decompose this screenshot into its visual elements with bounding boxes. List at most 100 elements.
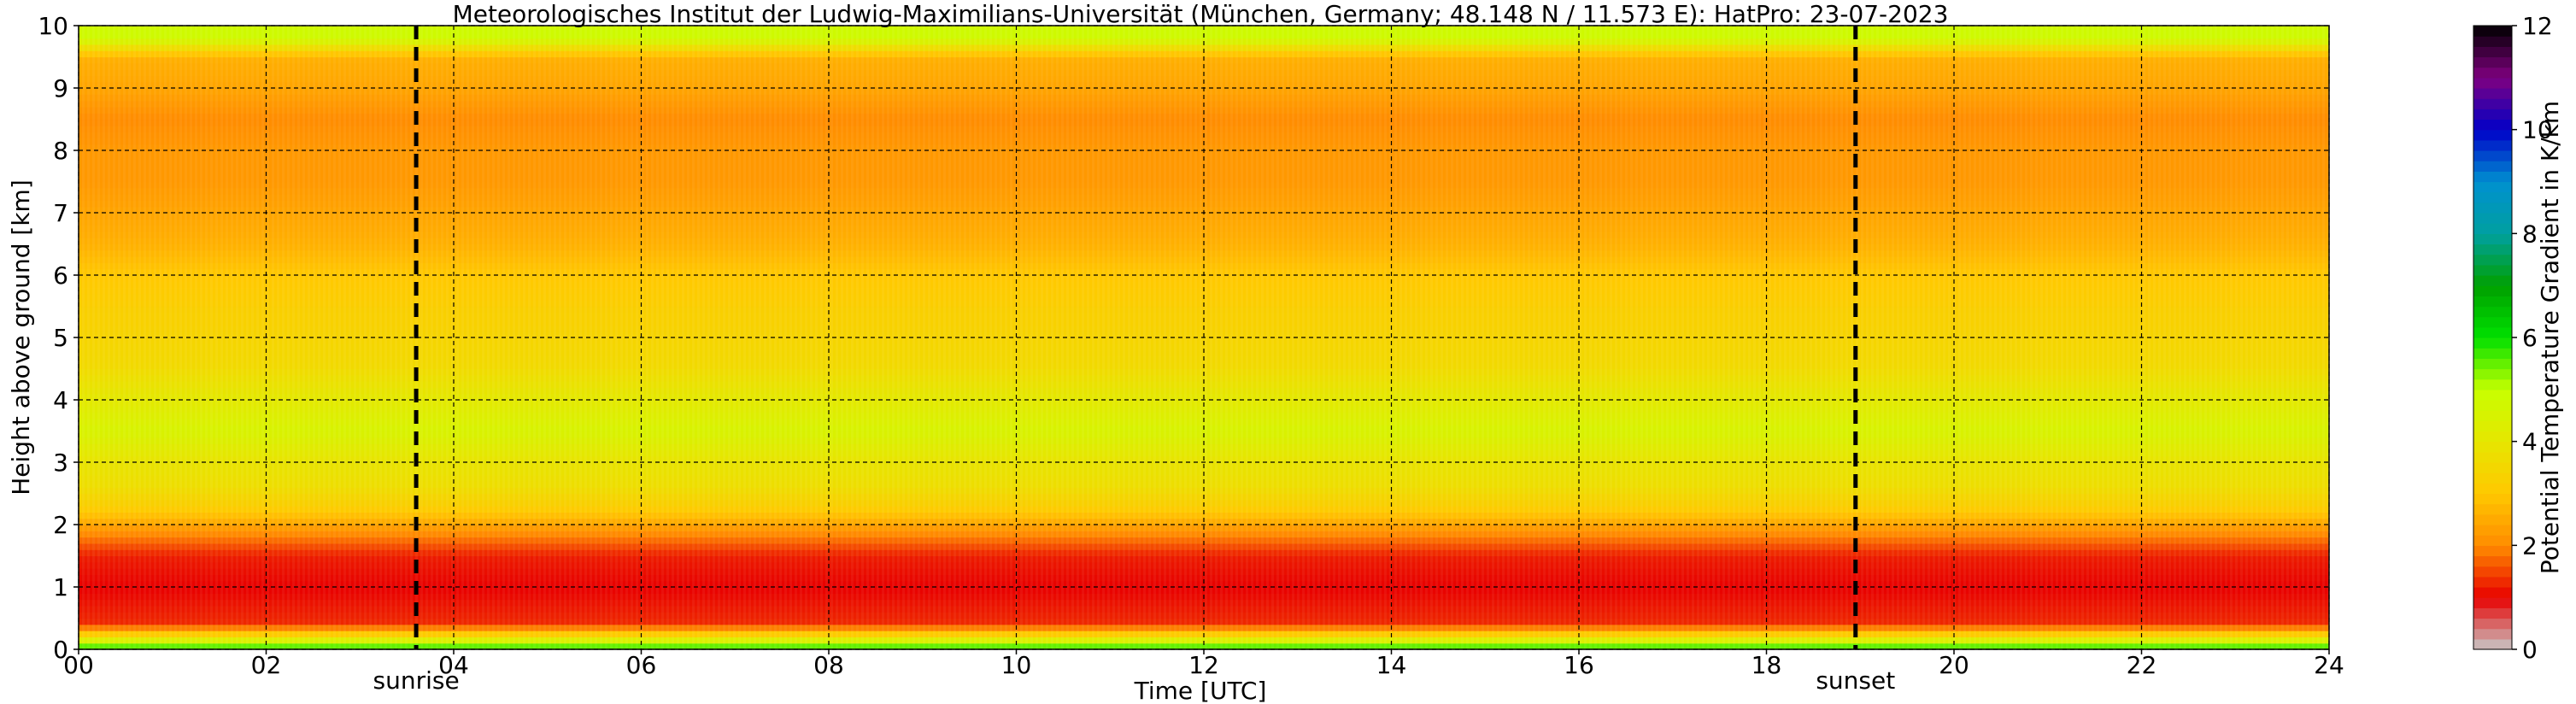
colorbar-segment xyxy=(2473,129,2512,141)
colorbar-segment xyxy=(2473,337,2512,349)
colorbar-tick-label: 10 xyxy=(2522,116,2553,144)
colorbar-segment xyxy=(2473,483,2512,495)
colorbar-segment xyxy=(2473,202,2512,214)
colorbar-segment xyxy=(2473,462,2512,473)
colorbar-segment xyxy=(2473,171,2512,183)
colorbar-tick-label: 4 xyxy=(2522,428,2538,456)
y-axis-ticks: 0 1 2 3 4 5 6 7 8 9 10 xyxy=(38,12,79,664)
colorbar-segment xyxy=(2473,161,2512,172)
colorbar-tick-label: 8 xyxy=(2522,220,2538,248)
x-tick-label: 10 xyxy=(1001,651,1032,679)
colorbar-segment xyxy=(2473,254,2512,266)
colorbar xyxy=(2473,25,2513,650)
y-tick-label: 7 xyxy=(53,199,68,227)
colorbar-segment xyxy=(2473,493,2512,505)
colorbar-segment xyxy=(2473,56,2512,68)
x-tick-label: 24 xyxy=(2314,651,2344,679)
colorbar-segment xyxy=(2473,358,2512,370)
colorbar-segment xyxy=(2473,618,2512,630)
colorbar-segment xyxy=(2473,191,2512,203)
y-tick-label: 9 xyxy=(53,74,68,103)
x-tick-label: 00 xyxy=(63,651,94,679)
colorbar-segment xyxy=(2473,296,2512,308)
x-tick-label: 04 xyxy=(438,651,469,679)
colorbar-segment xyxy=(2473,431,2512,443)
y-tick-label: 1 xyxy=(53,573,68,601)
colorbar-segment xyxy=(2473,98,2512,109)
colorbar-segment xyxy=(2473,587,2512,598)
sunrise-label: sunrise xyxy=(373,666,460,695)
colorbar-segment xyxy=(2473,46,2512,58)
y-tick-label: 8 xyxy=(53,137,68,165)
y-axis-label: Height above ground [km] xyxy=(7,179,35,496)
colorbar-segment xyxy=(2473,503,2512,515)
x-tick-label: 22 xyxy=(2127,651,2157,679)
colorbar-segment xyxy=(2473,451,2512,463)
colorbar-segment xyxy=(2473,306,2512,318)
x-tick-label: 14 xyxy=(1376,651,1407,679)
colorbar-segment xyxy=(2473,555,2512,567)
colorbar-segment xyxy=(2473,316,2512,328)
colorbar-segment xyxy=(2473,285,2512,296)
colorbar-segment xyxy=(2473,150,2512,161)
colorbar-segment xyxy=(2473,545,2512,557)
colorbar-segment xyxy=(2473,400,2512,411)
colorbar-tick-label: 6 xyxy=(2522,324,2538,352)
colorbar-label: Potential Temperature Gradient in K/km xyxy=(2536,101,2564,574)
chart-title: Meteorologisches Institut der Ludwig-Max… xyxy=(453,0,1949,28)
colorbar-segment xyxy=(2473,410,2512,421)
x-axis-label: Time [UTC] xyxy=(1134,677,1267,704)
y-tick-label: 5 xyxy=(53,324,68,352)
y-tick-label: 0 xyxy=(53,636,68,664)
x-tick-label: 20 xyxy=(1939,651,1969,679)
colorbar-segment xyxy=(2473,88,2512,99)
colorbar-segment xyxy=(2473,472,2512,484)
colorbar-tick-label: 0 xyxy=(2522,636,2538,664)
colorbar-segment xyxy=(2473,638,2512,650)
colorbar-segment xyxy=(2473,223,2512,234)
colorbar-segment xyxy=(2473,525,2512,536)
colorbar-tick-label: 12 xyxy=(2522,12,2553,40)
x-tick-label: 16 xyxy=(1564,651,1594,679)
colorbar-segment xyxy=(2473,67,2512,79)
colorbar-segment xyxy=(2473,607,2512,619)
y-tick-label: 3 xyxy=(53,449,68,477)
day-markers: sunrise sunset xyxy=(373,26,1895,695)
y-tick-label: 2 xyxy=(53,511,68,539)
x-tick-label: 02 xyxy=(251,651,282,679)
colorbar-segment xyxy=(2473,275,2512,286)
colorbar-segment xyxy=(2473,513,2512,525)
colorbar-segment xyxy=(2473,576,2512,588)
x-tick-label: 08 xyxy=(813,651,844,679)
colorbar-segment xyxy=(2473,139,2512,151)
colorbar-segment xyxy=(2473,420,2512,432)
colorbar-tick-label: 2 xyxy=(2522,531,2538,560)
colorbar-segment xyxy=(2473,441,2512,453)
colorbar-segment xyxy=(2473,597,2512,608)
colorbar-segment xyxy=(2473,368,2512,380)
colorbar-segment xyxy=(2473,181,2512,193)
x-tick-label: 06 xyxy=(626,651,657,679)
colorbar-segment xyxy=(2473,389,2512,401)
colorbar-segment xyxy=(2473,566,2512,578)
sunset-label: sunset xyxy=(1816,666,1895,695)
y-tick-label: 10 xyxy=(38,12,68,40)
colorbar-segment xyxy=(2473,26,2512,37)
x-axis-ticks: 00 02 04 06 08 10 12 14 16 18 20 22 24 xyxy=(63,649,2344,679)
colorbar-segment xyxy=(2473,264,2512,276)
colorbar-segment xyxy=(2473,628,2512,640)
colorbar-segment xyxy=(2473,535,2512,546)
y-tick-label: 4 xyxy=(53,386,68,414)
colorbar-segment xyxy=(2473,378,2512,390)
colorbar-segment xyxy=(2473,326,2512,338)
colorbar-segment xyxy=(2473,109,2512,120)
y-tick-label: 6 xyxy=(53,261,68,290)
colorbar-segment xyxy=(2473,348,2512,359)
x-tick-label: 18 xyxy=(1752,651,1782,679)
colorbar-segment xyxy=(2473,36,2512,47)
colorbar-segment xyxy=(2473,243,2512,255)
colorbar-segment xyxy=(2473,77,2512,89)
colorbar-segment xyxy=(2473,119,2512,131)
colorbar-ticks: 0 2 4 6 8 10 12 xyxy=(2512,12,2553,664)
